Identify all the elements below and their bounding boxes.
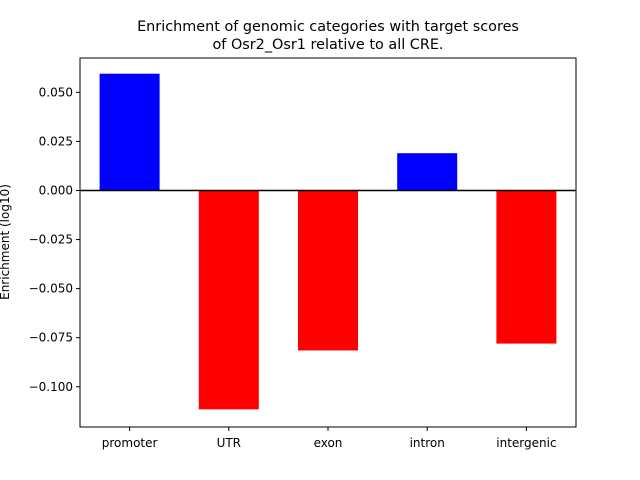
bar-intergenic bbox=[496, 190, 557, 344]
y-tick-label: −0.075 bbox=[29, 331, 73, 345]
x-tick-label-UTR: UTR bbox=[217, 436, 241, 450]
chart-title-line-2: of Osr2_Osr1 relative to all CRE. bbox=[213, 37, 444, 53]
x-tick-label-promoter: promoter bbox=[102, 436, 158, 450]
bar-exon bbox=[298, 190, 358, 351]
x-tick-label-intergenic: intergenic bbox=[496, 436, 556, 450]
y-tick-label: −0.100 bbox=[29, 380, 73, 394]
y-tick-label: 0.025 bbox=[39, 134, 73, 148]
bar-intron bbox=[397, 153, 458, 191]
y-tick-label: 0.050 bbox=[39, 85, 73, 99]
y-axis-label: Enrichment (log10) bbox=[0, 184, 12, 300]
y-tick-label: 0.000 bbox=[39, 183, 73, 197]
bar-UTR bbox=[198, 190, 259, 410]
y-tick-label: −0.050 bbox=[29, 282, 73, 296]
bar-promoter bbox=[99, 73, 160, 191]
x-tick-label-intron: intron bbox=[410, 436, 445, 450]
y-tick-label: −0.025 bbox=[29, 233, 73, 247]
x-tick-label-exon: exon bbox=[314, 436, 343, 450]
plot-area: 0.050 0.025 0.000 −0.025 −0.050 −0.075 −0.100 p… bbox=[29, 57, 577, 450]
chart-title-line-1: Enrichment of genomic categories with ta… bbox=[137, 19, 519, 35]
